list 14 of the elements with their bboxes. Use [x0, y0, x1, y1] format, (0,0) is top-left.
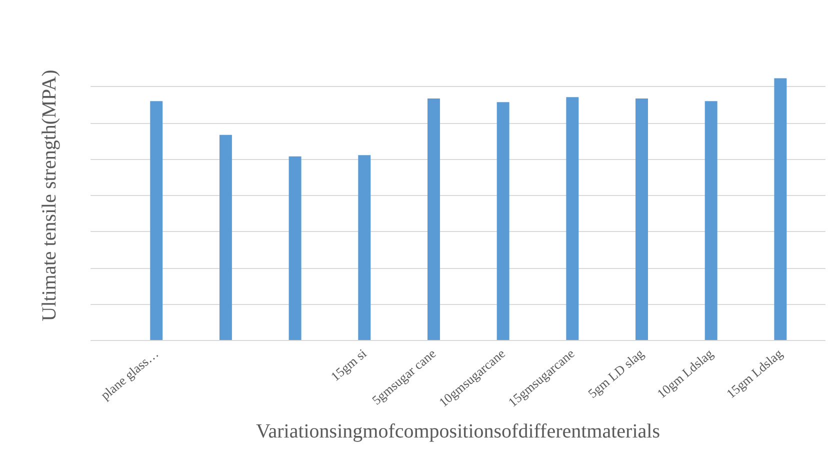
- x-tick-label: 15gm si: [328, 346, 370, 384]
- y-axis-title: Ultimate tensile strength(MPA): [38, 70, 60, 322]
- bar: [150, 101, 163, 340]
- x-tick-label: 5gm LD slag: [585, 345, 647, 401]
- bar: [704, 101, 718, 340]
- bar: [219, 134, 232, 340]
- bar: [288, 156, 302, 340]
- x-axis-title: Variationsingmofcompositionsofdifferentmaterials: [256, 420, 660, 443]
- bar: [358, 155, 371, 340]
- bar: [636, 98, 648, 340]
- bar: [774, 78, 787, 340]
- bar: [566, 97, 579, 340]
- bar: [427, 98, 440, 340]
- bar: [496, 102, 510, 340]
